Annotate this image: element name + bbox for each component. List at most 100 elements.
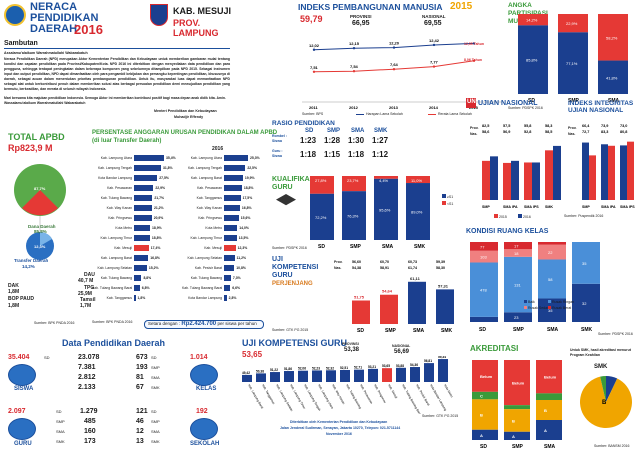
ruang-bar-baik <box>538 298 566 322</box>
ruang-bar-baik <box>572 283 600 322</box>
ruang-category-label: SMP <box>513 327 525 333</box>
un-legend-2015-swatch <box>494 214 498 218</box>
anggaran-right-category-label: Kab. Tulang Bawang <box>190 276 222 280</box>
sekolah-smk-value: 13 <box>136 438 144 445</box>
anggaran-left-bar <box>134 245 149 251</box>
apbd-item-dau-value: 40,7 M <box>78 278 94 284</box>
anggaran-right-category-label: Kab. Way Kanan <box>196 206 222 210</box>
iiun-chart: 66,4 72,7 SMP 73,9 83,3 SMA IPA 73,0 80,8 SMA IP… <box>582 124 635 209</box>
ipm-nas-value: 69,55 <box>424 20 442 27</box>
anggaran-setara-unit: per siswa per tahun <box>217 321 257 326</box>
kualifikasi-legend-s1-label: ≥S1 <box>447 195 454 199</box>
kelas-sma-value: 81 <box>136 374 144 381</box>
apbd-item-bop-value: 1,8M <box>8 303 20 309</box>
un-bar-2016 <box>490 156 498 200</box>
anggaran-left-value-label: 35,4% <box>166 156 176 160</box>
ruang-bar-sedang <box>538 244 566 260</box>
anggaran-right-bar <box>224 205 240 211</box>
rasio-smp-head: SMP <box>327 128 341 134</box>
kualifikasi-less-label: 11,0% <box>411 178 422 183</box>
kemendikbud-logo <box>4 4 26 26</box>
sekolah-sma-value: 12 <box>136 428 144 435</box>
guru-smp-label: SMP <box>56 419 65 424</box>
anggaran-right-category-label: Kab. Lampung Tengah <box>187 166 222 170</box>
iiun-prov-label: Prov. <box>568 126 577 130</box>
guru-total: 2.097 <box>8 408 26 415</box>
ukg-daerah-title: UJI KOMPETENSI GURU <box>242 338 348 348</box>
akreditasi-category-label: SMP <box>512 444 524 450</box>
ruang-category-label: SMA <box>547 327 559 333</box>
ruang-bar-baik <box>470 316 498 322</box>
anggaran-right-value-label: 14,0% <box>239 226 249 230</box>
anggaran-right-value-label: 11,2% <box>236 256 247 260</box>
ruang-bar-sedang <box>504 249 532 257</box>
akreditasi-title: AKREDITASI <box>470 344 519 353</box>
ukg-daerah-category-label: Kab. Way Kanan <box>331 384 346 406</box>
ipm-hls-point <box>472 42 476 45</box>
rasio-r1-smk: 1:27 <box>372 136 389 145</box>
iiun-bar-2015 <box>582 142 589 200</box>
un-nas-value: 58,6 <box>482 130 489 134</box>
ruang-legend-ringan: Rusak Ringan <box>548 300 574 304</box>
anggaran-section: PERSENTASE ANGGARAN URUSAN PENDIDIKAN DA… <box>92 130 277 330</box>
anggaran-right-category-label: Kab. Pringsewu <box>198 216 222 220</box>
anggaran-left-bar <box>134 215 152 221</box>
akreditasi-slice-label: C <box>480 394 483 399</box>
un-category-label: SMA IPS <box>524 205 539 209</box>
anggaran-right-category-label: Kab. Lampung Selatan <box>187 256 223 260</box>
apbd-pct-dana: 85,8% <box>34 229 47 234</box>
anggaran-left-category-label: Kab. Tanggamus <box>106 296 132 300</box>
ruang-bar-berat <box>470 242 498 251</box>
rasio-smk-head: SMK <box>374 128 388 134</box>
sekolah-smp-value: 46 <box>136 418 144 425</box>
anggaran-left-chart: Kab. Lampung Utara 35,4% Kab. Lampung Teng… <box>92 154 182 304</box>
apbd-pct-transfer: 14,2% <box>22 264 35 269</box>
anggaran-right-value-label: 13,5% <box>238 236 249 240</box>
ukg-chart: 56,60 54,38 51,75 SD 60,70 58,91 54,64 SMP 60,73… <box>352 260 454 334</box>
anggaran-right-category-label: Kab. Tulang Bawang Barat <box>182 286 222 290</box>
ukg-daerah-category-label: Kab. Pesawaran <box>359 384 374 405</box>
sambutan-salam: Assalamu'alaikum Warrahmatullahi Wabarak… <box>4 51 88 55</box>
akreditasi-smk-slice-a <box>606 376 618 402</box>
anggaran-left-category-label: Kota Metro <box>115 226 132 230</box>
ukg-category-label: SD <box>357 328 364 334</box>
ruang-legend-berat: Rusak Berat <box>548 306 571 310</box>
ukg-daerah-bar <box>396 367 406 382</box>
ukg-daerah-bar <box>284 371 294 382</box>
ipm-hls-data-label: 12,02 <box>309 43 320 48</box>
anggaran-left-category-label: Kab. Pesawaran <box>107 186 132 190</box>
un-legend-2016-swatch <box>518 214 522 218</box>
apm-rest-label: 22,9% <box>566 21 578 26</box>
akreditasi-slice-label: A <box>544 428 547 433</box>
apm-bar-apm <box>558 32 588 94</box>
anggaran-right-category-label: Kab. Mesuji <box>204 246 222 250</box>
anggaran-left-value-label: 21,7% <box>154 196 164 200</box>
title-daerah: DAERAH <box>30 23 78 35</box>
apm-section: ANGKA PARTISIPASI MURNI 14,2%85,8%SD22,9… <box>506 2 636 114</box>
ukg-nas-value: 61,74 <box>408 266 417 270</box>
data-pendidikan-title: Data Pendidikan Daerah <box>62 338 166 348</box>
kualifikasi-bar-s1 <box>310 193 334 240</box>
prov-name: PROV. LAMPUNG <box>173 18 219 38</box>
ruang-legend-baik-swatch <box>524 300 527 303</box>
ruang-bar-ringan <box>504 256 532 313</box>
kualifikasi-s1-label: 89,0% <box>411 210 423 215</box>
un-prov-value: 58,3 <box>545 124 552 128</box>
ukg-daerah-category-label: Kab. Pringsewu <box>373 384 387 404</box>
ipm-x-tick: 2013 <box>389 105 399 110</box>
ukg-daerah-value-label: 54,36 <box>410 363 418 367</box>
anggaran-left-bar <box>134 185 154 191</box>
un-source: Sumber: Puspendik 2016 <box>564 214 604 218</box>
ukg-daerah-bar <box>354 369 364 382</box>
anggaran-left-category-label: Kab. Tulang Bawang <box>100 276 132 280</box>
apbd-item-dau-label: DAU <box>84 272 95 278</box>
ruang-bar-berat <box>538 242 566 245</box>
ruang-legend-sedang-swatch <box>524 306 527 309</box>
anggaran-right-category-label: Kota Metro <box>205 226 222 230</box>
kualifikasi-s1-label: 95,6% <box>379 207 391 212</box>
ukg-source: Sumber: GTK PG 2015 <box>272 328 309 332</box>
iiun-bar-2015 <box>601 144 608 200</box>
un-nas-value: 52,8 <box>524 130 531 134</box>
ruang-category-label: SMK <box>581 327 593 333</box>
ipm-rls-point <box>312 70 316 73</box>
